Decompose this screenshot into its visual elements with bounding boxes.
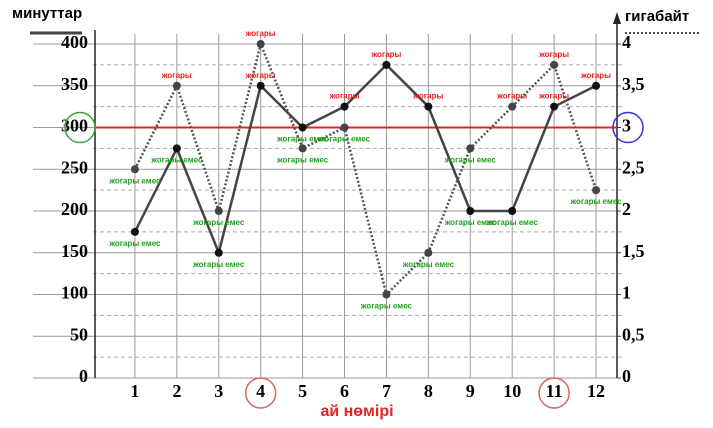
point (382, 60, 391, 69)
y-tick-label: 50 (70, 324, 88, 344)
x-tick-label: 11 (546, 381, 563, 401)
point-label: жогары емес (486, 218, 539, 227)
x-axis-title: ай нөмірі (320, 403, 393, 420)
point-label: жогары емес (276, 155, 329, 164)
point (466, 207, 475, 215)
point (550, 102, 559, 111)
y2-tick-label: 0 (622, 366, 631, 386)
point (424, 102, 433, 111)
point (172, 144, 181, 153)
point-label: жогары (161, 71, 192, 80)
point (508, 102, 517, 111)
x-tick-label: 9 (466, 381, 475, 401)
point-label: жогары емес (360, 302, 413, 311)
y2-tick-label: 2 (622, 199, 631, 219)
x-tick-label: 6 (340, 381, 349, 401)
point (298, 123, 307, 132)
point-label: жогары емес (444, 155, 497, 164)
point-label: жогары (538, 92, 569, 101)
point-label: жогары емес (444, 218, 497, 227)
y2-tick-label: 3 (622, 116, 631, 136)
y-tick-label: 350 (61, 74, 88, 94)
y-tick-label: 100 (61, 283, 88, 303)
y2-axis-title: гигабайт (625, 8, 689, 25)
point-label: жогары емес (192, 260, 245, 269)
y-tick-label: 0 (79, 366, 88, 386)
point-label: жогары (371, 50, 402, 59)
point-label: жогары (496, 92, 527, 101)
point (214, 248, 223, 257)
y-tick-label: 400 (61, 32, 88, 52)
point (550, 60, 559, 69)
point-label: жогары (245, 71, 276, 80)
x-tick-label: 5 (298, 381, 307, 401)
point-label: жогары емес (108, 176, 161, 185)
point-label: жогары емес (108, 239, 161, 248)
point-label: жогары емес (569, 197, 622, 206)
y-tick-label: 300 (61, 116, 88, 136)
point (466, 144, 475, 153)
y-tick-label: 150 (61, 241, 88, 261)
point-label: жогары (580, 71, 611, 80)
y-tick-label: 250 (61, 157, 88, 177)
point (382, 290, 391, 299)
point (214, 207, 223, 215)
highlight-circle (64, 111, 96, 144)
y2-tick-label: 4 (622, 32, 631, 52)
y-axis-title: минуттар (12, 5, 82, 22)
point (298, 144, 307, 153)
x-tick-label: 7 (382, 381, 391, 401)
point-label: жогары (412, 92, 443, 101)
point (424, 248, 433, 257)
y-tick-label: 200 (61, 199, 88, 219)
point-label: жогары (245, 29, 276, 38)
series-line (133, 39, 598, 297)
point-label: жогары (329, 92, 360, 101)
x-tick-label: 3 (214, 381, 223, 401)
x-tick-label: 12 (587, 381, 605, 401)
point (256, 81, 265, 90)
point-label: жогары (538, 50, 569, 59)
point (592, 81, 601, 90)
y2-tick-label: 3,5 (622, 74, 645, 94)
y2-tick-label: 0,5 (622, 324, 645, 344)
point (130, 227, 139, 236)
point (340, 102, 349, 111)
point-label: жогары емес (318, 135, 371, 144)
x-tick-label: 10 (503, 381, 521, 401)
point-label: жогары емес (276, 135, 329, 144)
highlight-circle (244, 377, 277, 409)
point (340, 123, 349, 132)
y2-tick-label: 1 (622, 283, 631, 303)
y2-arrow (613, 12, 621, 24)
point (508, 207, 517, 215)
point (592, 186, 601, 195)
point-label: жогары емес (402, 260, 455, 269)
highlight-circle (538, 377, 570, 409)
point (256, 40, 265, 48)
point-label: жогары емес (150, 155, 203, 164)
x-tick-label: 1 (130, 381, 139, 401)
point (130, 165, 139, 174)
series-line (133, 63, 597, 257)
highlight-circle (612, 111, 644, 144)
y2-tick-label: 1,5 (622, 241, 645, 261)
x-tick-label: 2 (172, 381, 181, 401)
point (172, 81, 181, 90)
y2-tick-label: 2,5 (622, 157, 645, 177)
x-tick-label: 4 (256, 381, 265, 401)
point-label: жогары емес (192, 218, 245, 227)
x-tick-label: 8 (424, 381, 433, 401)
